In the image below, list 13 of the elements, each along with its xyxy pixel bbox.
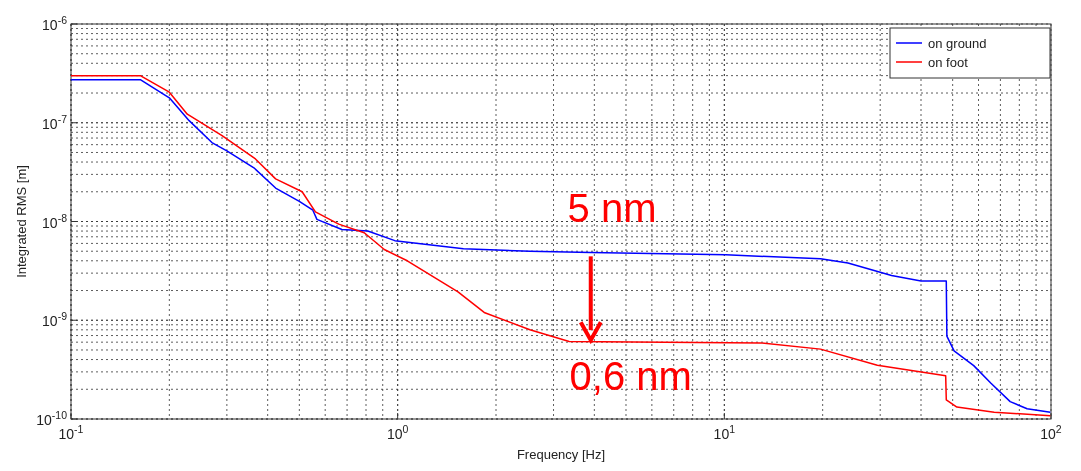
legend-label: on foot [928, 55, 969, 70]
legend-label: on ground [928, 36, 987, 51]
y-tick-label: 10$^{-8}$ [42, 211, 68, 231]
y-tick-label: 10$^{-9}$ [42, 310, 68, 330]
y-tick-label: 10$^{-6}$ [42, 14, 68, 33]
x-tick-label: 10$^{1}$ [713, 423, 736, 442]
y-tick-label: 10$^{-7}$ [42, 112, 68, 132]
y-axis-title: Integrated RMS [m] [14, 165, 29, 278]
annotation: 0,6 nm [569, 354, 692, 399]
x-tick-label: 10$^{0}$ [386, 423, 409, 442]
x-axis-title: Frequency [Hz] [516, 447, 606, 462]
x-tick-label: 10$^{2}$ [1040, 423, 1062, 442]
annotation: 5 nm [567, 186, 657, 231]
